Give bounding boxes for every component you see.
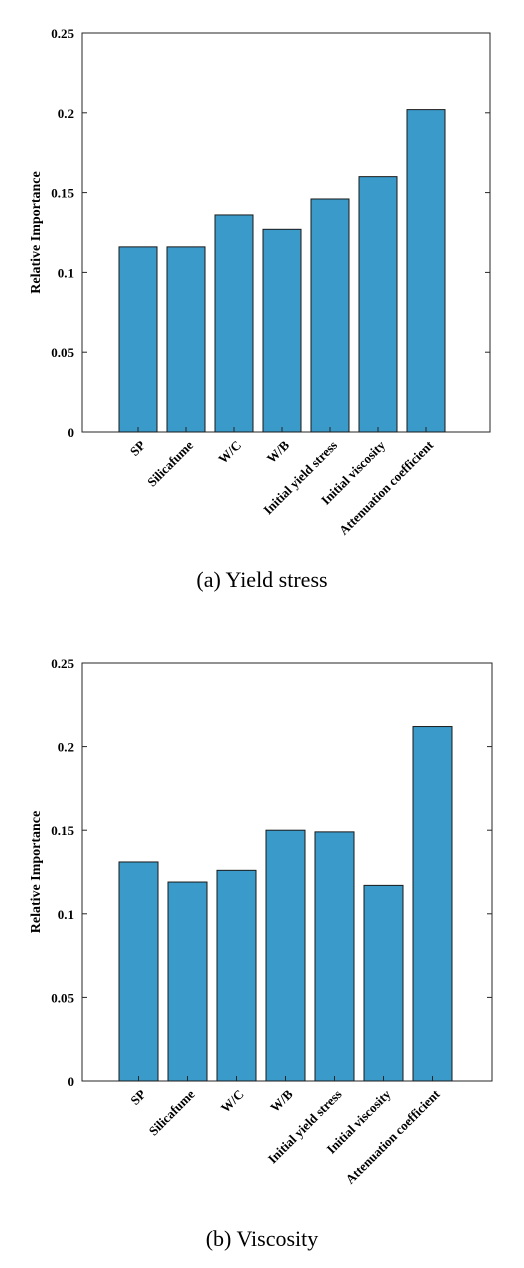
chart-panel-yield-stress: 0 0.05 0.1 0.15 0.2 0.25 Relative Importance SP… <box>29 26 491 592</box>
x-tick-label: Silicafume <box>144 437 196 489</box>
bar <box>118 861 159 1082</box>
bar-chart-viscosity: 0 0.05 0.1 0.15 0.2 0.25 Relative Importance SP… <box>29 656 493 1187</box>
x-tick-label: SP <box>127 437 148 458</box>
bar <box>363 884 404 1082</box>
x-tick-label: W/B <box>264 437 293 466</box>
x-tick-label: W/B <box>267 1086 296 1115</box>
bar <box>214 214 254 433</box>
figure-caption: (b) Viscosity <box>205 1226 319 1251</box>
y-axis-label: Relative Importance <box>29 811 44 933</box>
x-tick-label: SP <box>127 1086 148 1107</box>
bar <box>412 726 453 1082</box>
chart-panel-viscosity: 0 0.05 0.1 0.15 0.2 0.25 Relative Importance SP… <box>0 634 524 1268</box>
bar <box>358 176 398 433</box>
y-tick-label: 0.25 <box>51 26 74 41</box>
y-tick-label: 0.15 <box>51 186 74 201</box>
bar <box>314 831 355 1082</box>
x-tick-label: Attenuation coefficient <box>342 1086 443 1187</box>
y-tick-label: 0.2 <box>58 740 74 755</box>
bar <box>262 228 302 433</box>
y-tick-label: 0.25 <box>51 656 74 671</box>
y-axis-label: Relative Importance <box>29 171 44 293</box>
y-tick-label: 0 <box>68 425 75 440</box>
bar <box>310 198 350 433</box>
y-tick-label: 0 <box>68 1074 75 1089</box>
bar-chart-yield-stress: 0 0.05 0.1 0.15 0.2 0.25 Relative Importance SP… <box>29 26 491 538</box>
bar <box>406 109 446 433</box>
x-tick-label: W/C <box>215 438 244 467</box>
y-tick-label: 0.2 <box>58 106 74 121</box>
y-tick-label: 0.05 <box>51 990 74 1005</box>
y-tick-label: 0.1 <box>58 265 74 280</box>
figure-caption: (a) Yield stress <box>196 567 328 592</box>
bar <box>167 881 208 1082</box>
y-tick-label: 0.1 <box>58 907 74 922</box>
x-tick-label: Attenuation coefficient <box>336 437 437 538</box>
y-tick-label: 0.05 <box>51 345 74 360</box>
y-tick-label: 0.15 <box>51 823 74 838</box>
bar <box>216 869 257 1082</box>
bar <box>118 246 158 433</box>
x-tick-label: Silicafume <box>146 1086 198 1138</box>
x-tick-label: W/C <box>218 1087 247 1116</box>
bar <box>166 246 206 433</box>
bar <box>265 829 306 1082</box>
